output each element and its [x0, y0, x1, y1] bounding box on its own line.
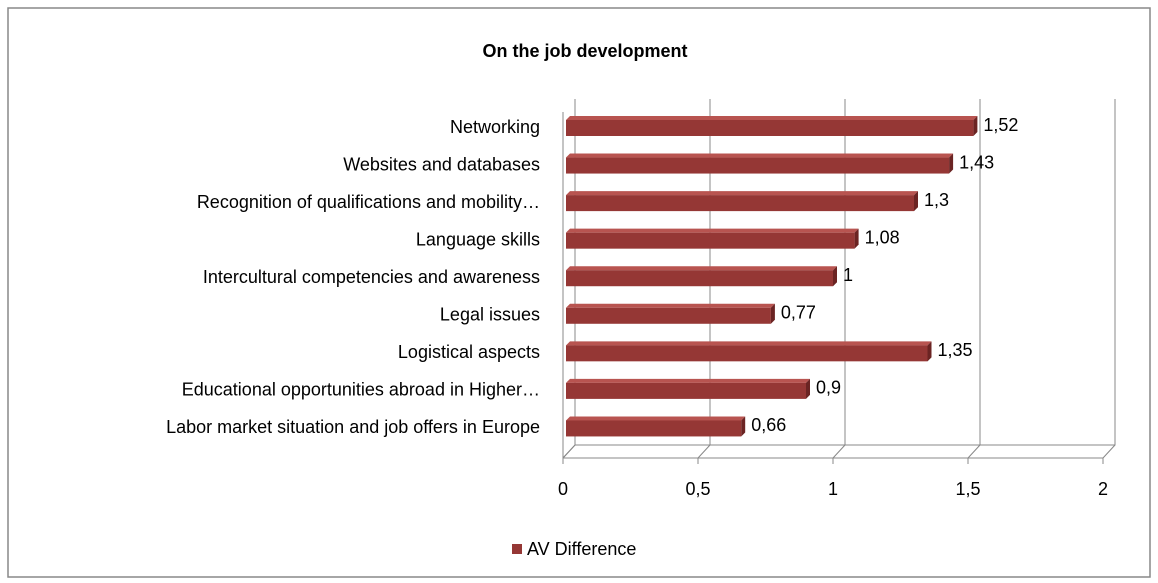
plot-back: [563, 100, 1115, 458]
bar: [566, 270, 833, 287]
bar-top: [566, 416, 746, 421]
bar-side: [927, 341, 932, 362]
data-label: 1,43: [959, 152, 994, 172]
bar-top: [566, 378, 810, 383]
bar-top: [566, 228, 859, 233]
bar-side: [914, 191, 918, 212]
bar: [566, 382, 806, 399]
bar: [566, 345, 928, 362]
grid-line: [967, 99, 981, 459]
data-label: 1,52: [983, 115, 1018, 135]
x-tick-label: 0,5: [685, 479, 710, 499]
y-tick-label: Networking: [450, 117, 540, 137]
bar-side: [770, 303, 775, 324]
bar-top: [566, 153, 954, 158]
y-tick-label: Logistical aspects: [398, 342, 540, 362]
x-tick-label: 1: [828, 479, 838, 499]
bar: [566, 120, 974, 136]
data-label: 0,9: [816, 378, 841, 398]
bar-side: [973, 116, 978, 136]
y-tick-label: Language skills: [416, 229, 540, 249]
data-label: 1,08: [865, 227, 900, 247]
bar-top: [566, 116, 978, 120]
bar-side: [741, 416, 746, 437]
bar-side: [833, 266, 837, 287]
x-tick-label: 2: [1098, 479, 1108, 499]
bar-side: [854, 228, 859, 249]
x-tick-label: 0: [558, 479, 568, 499]
bar-top: [566, 341, 932, 346]
data-label: 1,35: [938, 340, 973, 360]
bar: [566, 157, 950, 174]
y-tick-label: Labor market situation and job offers in…: [166, 417, 540, 437]
chart-title: On the job development: [482, 41, 687, 61]
y-tick-label: Educational opportunities abroad in High…: [182, 380, 540, 400]
bar: [566, 232, 855, 249]
data-label: 1: [843, 265, 853, 285]
bar: [566, 195, 914, 212]
legend-swatch: [512, 544, 522, 554]
y-tick-label: Websites and databases: [343, 154, 540, 174]
bar-top: [566, 191, 918, 196]
grid-line: [832, 99, 846, 459]
legend-label: AV Difference: [527, 539, 636, 559]
y-tick-label: Intercultural competencies and awareness: [203, 267, 540, 287]
bar-side: [949, 153, 954, 174]
bar: [566, 420, 742, 437]
x-tick-label: 1,5: [955, 479, 980, 499]
grid-line: [1102, 99, 1116, 459]
data-label: 0,77: [781, 303, 816, 323]
bar-top: [566, 303, 775, 308]
grid-line: [697, 99, 711, 459]
data-label: 1,3: [924, 190, 949, 210]
bar-top: [566, 266, 837, 271]
bar: [566, 307, 771, 324]
bar-side: [806, 378, 810, 399]
y-tick-label: Recognition of qualifications and mobili…: [197, 192, 540, 212]
data-label: 0,66: [751, 415, 786, 435]
y-tick-label: Legal issues: [440, 305, 540, 325]
grid-line: [562, 99, 576, 459]
